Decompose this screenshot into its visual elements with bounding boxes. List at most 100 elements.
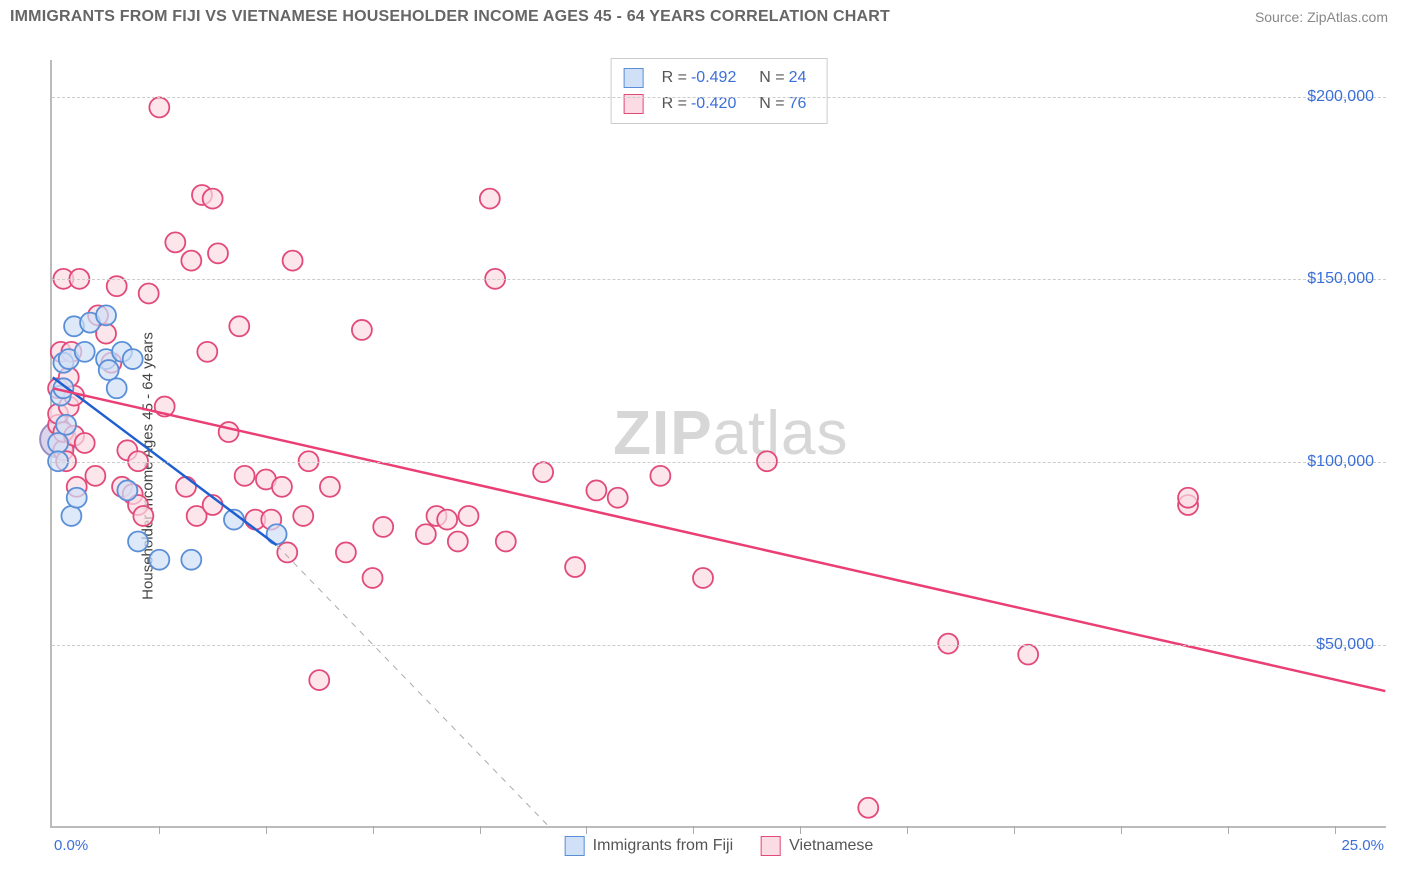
point-viet bbox=[139, 283, 159, 303]
point-fiji bbox=[96, 305, 116, 325]
point-viet bbox=[176, 477, 196, 497]
point-viet bbox=[480, 189, 500, 209]
x-tick bbox=[1014, 826, 1015, 834]
point-viet bbox=[208, 243, 228, 263]
point-viet bbox=[496, 532, 516, 552]
point-viet bbox=[533, 462, 553, 482]
point-fiji bbox=[128, 532, 148, 552]
point-viet bbox=[309, 670, 329, 690]
x-tick bbox=[1121, 826, 1122, 834]
legend-item-viet: Vietnamese bbox=[761, 836, 873, 856]
r-value-fiji: -0.492 bbox=[691, 69, 736, 87]
swatch-fiji bbox=[624, 68, 644, 88]
chart-container: Householder Income Ages 45 - 64 years ZI… bbox=[0, 40, 1406, 892]
series-legend: Immigrants from Fiji Vietnamese bbox=[565, 836, 874, 856]
point-viet bbox=[283, 251, 303, 271]
point-viet bbox=[277, 542, 297, 562]
x-tick bbox=[373, 826, 374, 834]
n-label: N = bbox=[750, 69, 784, 87]
gridline bbox=[52, 279, 1386, 280]
point-viet bbox=[320, 477, 340, 497]
point-viet bbox=[75, 433, 95, 453]
r-value-viet: -0.420 bbox=[691, 95, 736, 113]
point-viet bbox=[197, 342, 217, 362]
point-viet bbox=[373, 517, 393, 537]
point-viet bbox=[586, 480, 606, 500]
point-viet bbox=[181, 251, 201, 271]
gridline bbox=[52, 462, 1386, 463]
r-label: R = bbox=[662, 95, 687, 113]
point-fiji bbox=[123, 349, 143, 369]
legend-label-viet: Vietnamese bbox=[789, 837, 873, 855]
point-viet bbox=[235, 466, 255, 486]
point-viet bbox=[938, 634, 958, 654]
plot-area: ZIPatlas R = -0.492 N = 24 R = -0.420 N … bbox=[50, 60, 1386, 828]
x-tick bbox=[266, 826, 267, 834]
chart-title: IMMIGRANTS FROM FIJI VS VIETNAMESE HOUSE… bbox=[10, 8, 890, 26]
x-tick bbox=[159, 826, 160, 834]
header: IMMIGRANTS FROM FIJI VS VIETNAMESE HOUSE… bbox=[0, 0, 1406, 36]
point-viet bbox=[149, 97, 169, 117]
point-viet bbox=[459, 506, 479, 526]
point-viet bbox=[650, 466, 670, 486]
n-value-fiji: 24 bbox=[789, 69, 807, 87]
gridline bbox=[52, 97, 1386, 98]
legend-row-viet: R = -0.420 N = 76 bbox=[624, 91, 811, 117]
x-end-label: 25.0% bbox=[1341, 837, 1384, 854]
gridline bbox=[52, 645, 1386, 646]
point-viet bbox=[1018, 645, 1038, 665]
x-tick bbox=[480, 826, 481, 834]
point-viet bbox=[757, 451, 777, 471]
point-viet bbox=[1178, 488, 1198, 508]
r-label: R = bbox=[662, 69, 687, 87]
swatch-fiji-icon bbox=[565, 836, 585, 856]
point-fiji bbox=[67, 488, 87, 508]
y-tick-label: $150,000 bbox=[1307, 270, 1374, 288]
n-label: N = bbox=[750, 95, 784, 113]
point-viet bbox=[219, 422, 239, 442]
point-fiji bbox=[149, 550, 169, 570]
point-fiji bbox=[61, 506, 81, 526]
point-viet bbox=[133, 506, 153, 526]
point-viet bbox=[229, 316, 249, 336]
legend-row-fiji: R = -0.492 N = 24 bbox=[624, 65, 811, 91]
point-fiji bbox=[75, 342, 95, 362]
source-label: Source: ZipAtlas.com bbox=[1255, 9, 1388, 25]
point-fiji bbox=[117, 480, 137, 500]
point-fiji bbox=[48, 451, 68, 471]
point-viet bbox=[336, 542, 356, 562]
y-tick-label: $200,000 bbox=[1307, 88, 1374, 106]
point-viet bbox=[352, 320, 372, 340]
x-tick bbox=[693, 826, 694, 834]
n-value-viet: 76 bbox=[789, 95, 807, 113]
x-tick bbox=[1335, 826, 1336, 834]
point-viet bbox=[203, 189, 223, 209]
x-tick bbox=[586, 826, 587, 834]
point-viet bbox=[85, 466, 105, 486]
point-viet bbox=[448, 532, 468, 552]
point-viet bbox=[608, 488, 628, 508]
point-viet bbox=[293, 506, 313, 526]
point-fiji bbox=[107, 378, 127, 398]
legend-item-fiji: Immigrants from Fiji bbox=[565, 836, 733, 856]
y-tick-label: $50,000 bbox=[1316, 636, 1374, 654]
point-viet bbox=[565, 557, 585, 577]
point-fiji bbox=[99, 360, 119, 380]
x-start-label: 0.0% bbox=[54, 837, 88, 854]
point-fiji bbox=[56, 415, 76, 435]
plot-svg bbox=[52, 60, 1386, 826]
point-fiji bbox=[181, 550, 201, 570]
point-viet bbox=[693, 568, 713, 588]
point-viet bbox=[858, 798, 878, 818]
swatch-viet-icon bbox=[761, 836, 781, 856]
point-viet bbox=[272, 477, 292, 497]
point-viet bbox=[299, 451, 319, 471]
point-viet bbox=[363, 568, 383, 588]
x-tick bbox=[800, 826, 801, 834]
point-viet bbox=[128, 451, 148, 471]
point-fiji bbox=[48, 433, 68, 453]
x-tick bbox=[907, 826, 908, 834]
x-tick bbox=[1228, 826, 1229, 834]
point-viet bbox=[437, 510, 457, 530]
y-tick-label: $100,000 bbox=[1307, 453, 1374, 471]
